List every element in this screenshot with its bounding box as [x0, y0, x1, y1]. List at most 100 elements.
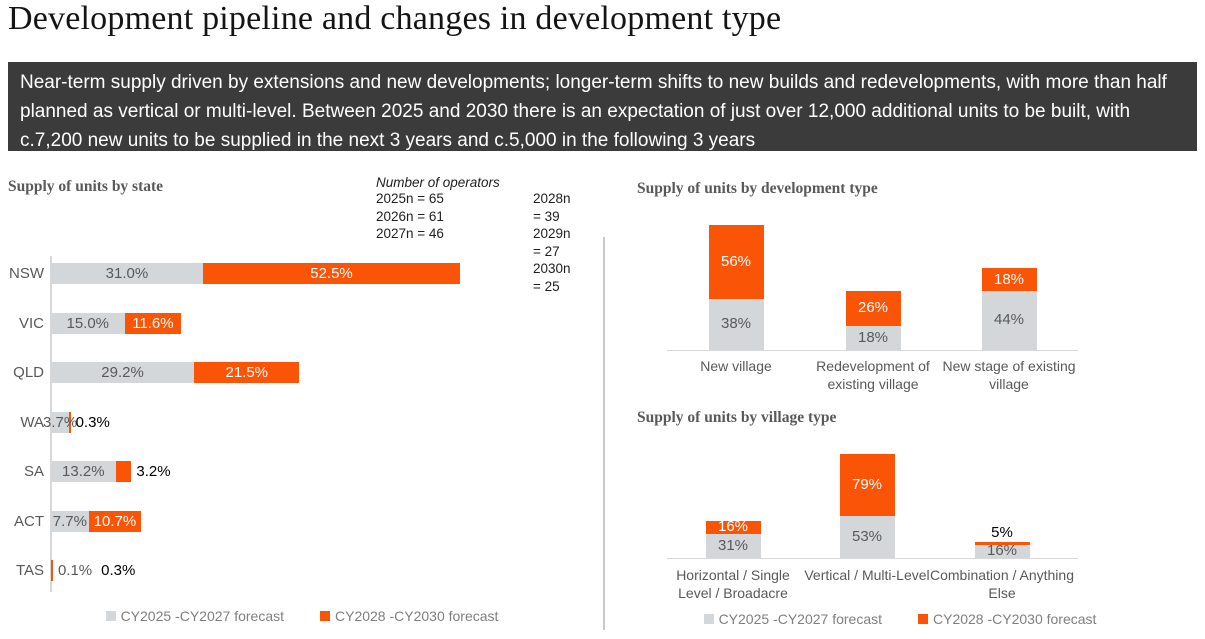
- category-label: New stage of existing village: [942, 358, 1076, 392]
- state-row: VIC 15.0% 11.6%: [0, 312, 604, 334]
- bar-segment-far: [194, 362, 300, 383]
- bar-value-label: 11.6%: [132, 314, 174, 332]
- bar-segment-far: [69, 411, 71, 433]
- bar-segment-far: [845, 291, 901, 327]
- bar-value-label: 79%: [851, 476, 883, 494]
- bar-value-label: 0.3%: [101, 562, 136, 579]
- bar-segment-far: [202, 263, 461, 284]
- legend-item: CY2028 -CY2030 forecast: [918, 611, 1096, 627]
- operator-count-line: 2026n = 61: [376, 208, 444, 224]
- operator-counts-label: Number of operators: [376, 175, 500, 190]
- bar-value-label: 38%: [720, 315, 752, 333]
- operator-count-line: 2029n = 27: [533, 226, 571, 259]
- legend-item: CY2025 -CY2027 forecast: [105, 608, 284, 624]
- bar-segment-near: [708, 299, 764, 350]
- bar-value-label: 18%: [857, 329, 889, 347]
- page-title: Development pipeline and changes in deve…: [8, 0, 782, 37]
- bar-outside-labels: 0.1% 0.3%: [58, 560, 144, 581]
- bar-value-label: 31%: [717, 536, 749, 554]
- operator-count-line: 2028n = 39: [533, 191, 571, 224]
- bar-segment-far: [981, 267, 1037, 292]
- chart-title-villagetype: Supply of units by village type: [637, 409, 837, 426]
- chart-supply-by-village-type: 31% 16% Horizontal / Single Level / Broada…: [660, 428, 1100, 601]
- bar-value-label: 10.7%: [93, 512, 137, 530]
- bar-segment-far: [124, 312, 182, 334]
- state-label: TAS: [15, 562, 44, 579]
- chart-title-state: Supply of units by state: [8, 178, 164, 195]
- bar-segment-near: [981, 291, 1037, 350]
- state-row: ACT 7.7% 10.7%: [0, 510, 604, 532]
- bar-value-label: 18%: [993, 270, 1025, 288]
- bar-segment-far: [51, 560, 53, 581]
- legend-item: CY2028 -CY2030 forecast: [320, 608, 498, 624]
- bar-segment-near: [839, 516, 895, 558]
- chart-supply-by-development-type: 38% 56% New village 18% 26% Redevelopment of …: [660, 220, 1100, 392]
- bar-value-label: 5%: [991, 523, 1013, 541]
- legend-label: CY2025 -CY2027 forecast: [718, 611, 882, 627]
- bar-segment-near: [51, 263, 203, 284]
- bar-value-label: 0.1%: [57, 562, 93, 579]
- state-label: ACT: [14, 512, 44, 530]
- bar-segment-near: [974, 545, 1030, 558]
- bar-value-label: 21.5%: [225, 364, 269, 381]
- category-label: Combination / Anything Else: [930, 567, 1074, 601]
- operator-count-line: 2030n = 25: [533, 261, 571, 294]
- bar-segment-near: [845, 326, 901, 350]
- operator-count-line: 2025n = 65: [376, 191, 444, 206]
- summary-banner: Near-term supply driven by extensions an…: [8, 62, 1197, 151]
- bar-outside-labels: 0.3%: [76, 412, 119, 433]
- summary-text: Near-term supply driven by extensions an…: [20, 72, 1167, 151]
- legend-label: CY2025 -CY2027 forecast: [120, 608, 284, 624]
- state-label: WA: [20, 413, 44, 431]
- legend-item: CY2025 -CY2027 forecast: [703, 611, 882, 627]
- bar-segment-near: [51, 510, 89, 532]
- devtype-chart-baseline: [667, 350, 1078, 351]
- legend-village-chart: CY2025 -CY2027 forecast CY2028 -CY2030 fo…: [655, 611, 1145, 627]
- section-divider: [603, 237, 605, 630]
- bar-value-label: 44%: [993, 311, 1025, 329]
- operator-counts-col1: 2025n = 65 2026n = 61 2027n = 46: [376, 190, 500, 243]
- operator-counts: Number of operators 2025n = 65 2026n = 61…: [376, 175, 571, 294]
- state-row: NSW 31.0% 52.5%: [0, 263, 604, 284]
- bar-segment-far: [974, 541, 1030, 546]
- state-label: VIC: [18, 314, 44, 332]
- bar-value-label: 52.5%: [310, 265, 353, 282]
- bar-segment-near: [51, 362, 195, 383]
- state-label: SA: [23, 463, 44, 480]
- bar-value-label: 3.2%: [136, 463, 171, 480]
- category-label: Horizontal / Single Level / Broadacre: [676, 567, 790, 601]
- bar-value-label: 56%: [720, 252, 752, 270]
- bar-value-label: 29.2%: [101, 364, 144, 381]
- state-row: TAS 0.1% 0.3%: [0, 560, 604, 581]
- legend-label: CY2028 -CY2030 forecast: [933, 611, 1097, 627]
- state-row: QLD 29.2% 21.5%: [0, 362, 604, 383]
- category-label: New village: [700, 358, 772, 374]
- operator-counts-col2: 2028n = 39 2029n = 27 2030n = 25: [533, 190, 571, 295]
- bar-segment-near: [51, 461, 116, 482]
- bar-segment-far: [115, 461, 132, 482]
- legend-label: CY2028 -CY2030 forecast: [335, 608, 499, 624]
- legend-swatch-near: [105, 611, 116, 621]
- state-row: SA 13.2% 3.2%: [0, 461, 604, 482]
- legend-swatch-far: [918, 614, 928, 624]
- bar-value-label: 7.7%: [52, 512, 87, 530]
- bar-segment-near: [51, 312, 125, 334]
- bar-value-label: 26%: [857, 299, 889, 317]
- bar-segment-far: [839, 454, 895, 517]
- category-label: Redevelopment of existing village: [816, 358, 930, 392]
- bar-segment-near: [51, 411, 70, 433]
- chart-supply-by-state: NSW 31.0% 52.5% VIC 15.0% 11.6% QLD 29.2% 21.5% W…: [0, 256, 604, 596]
- category-label: Vertical / Multi-Level: [804, 567, 930, 583]
- chart-title-devtype: Supply of units by development type: [637, 180, 878, 197]
- legend-swatch-far: [320, 611, 330, 621]
- bar-value-label: 13.2%: [62, 463, 105, 480]
- villagetype-chart-baseline: [667, 558, 1078, 559]
- state-label: NSW: [9, 265, 44, 282]
- bar-value-label: 16%: [986, 542, 1018, 560]
- bar-segment-far: [705, 521, 761, 534]
- state-label: QLD: [13, 364, 44, 381]
- bar-value-label: 3.7%: [42, 413, 78, 431]
- bar-value-label: 15.0%: [66, 314, 110, 332]
- state-row: WA 3.7% 0.3%: [0, 411, 604, 433]
